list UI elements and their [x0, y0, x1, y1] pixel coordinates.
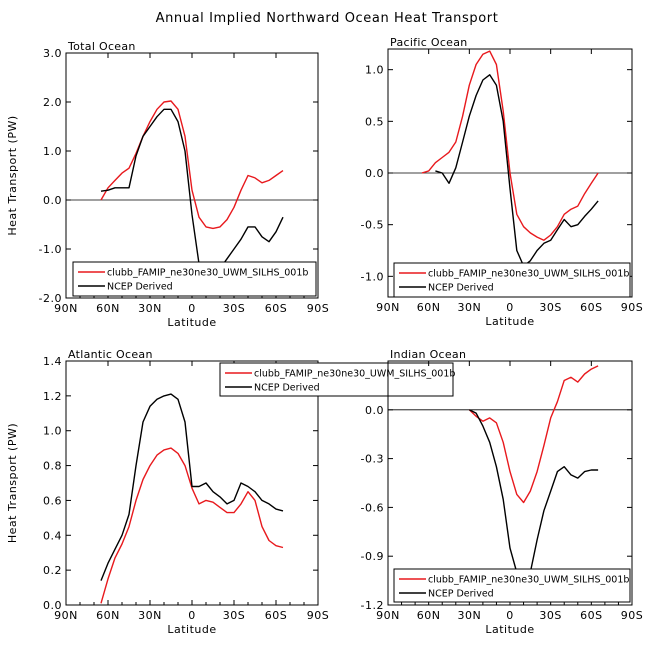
x-tick-label: 0	[188, 302, 196, 315]
panels: Total Ocean 90N 60N 30N 0 30S 60S 90S Latitude -2…	[6, 36, 643, 636]
legend-box	[72, 261, 317, 297]
y-tick-label: -0.9	[361, 550, 384, 563]
legend-label: NCEP Derived	[428, 589, 494, 600]
legend-label: clubb_FAMIP_ne30ne30_UWM_SILHS_001b	[254, 369, 455, 380]
figure-title: Annual Implied Northward Ocean Heat Tran…	[156, 11, 499, 26]
chart-panel-1: Total Ocean 90N 60N 30N 0 30S 60S 90S Latitude -2…	[6, 40, 329, 329]
x-tick-label: 30S	[539, 301, 561, 314]
y-tick-label: 0.8	[43, 460, 62, 473]
legend-label: NCEP Derived	[254, 383, 320, 394]
y-axis-label: Heat Transport (PW)	[6, 423, 19, 543]
y-tick-label: -0.5	[361, 219, 384, 232]
x-tick-label: 30S	[539, 609, 561, 622]
y-tick-label: 1.0	[365, 64, 384, 77]
panel-title: Pacific Ocean	[390, 36, 468, 49]
chart-panel-2: Pacific Ocean 90N 60N 30N 0 30S 60S 90S Latitude…	[361, 36, 643, 328]
y-tick-label: -0.6	[361, 501, 384, 514]
x-tick-label: 30N	[138, 609, 162, 622]
x-tick-label: 60S	[265, 609, 287, 622]
x-tick-label: 90S	[621, 609, 643, 622]
x-tick-label: 30S	[223, 302, 245, 315]
y-tick-label: -1.0	[361, 270, 384, 283]
x-tick-label: 30N	[457, 609, 481, 622]
y-tick-label: 0.0	[43, 599, 62, 612]
legend: clubb_FAMIP_ne30ne30_UWM_SILHS_001b NCEP …	[393, 262, 631, 298]
y-tick-label: 1.4	[43, 355, 62, 368]
x-axis-label: Latitude	[485, 623, 534, 636]
chart-panel-3: Atlantic Ocean 90N 60N 30N 0 30S 60S 90S Latitud…	[6, 348, 455, 636]
x-tick-label: 30N	[457, 301, 481, 314]
y-tick-label: -1.2	[361, 599, 384, 612]
x-axis-label: Latitude	[167, 623, 216, 636]
x-tick-label: 90S	[307, 302, 329, 315]
y-tick-label: 0.0	[43, 194, 62, 207]
series-line-model	[468, 365, 599, 504]
x-tick-label: 60N	[96, 609, 120, 622]
x-tick-label: 90S	[621, 301, 643, 314]
panel-title: Indian Ocean	[390, 348, 466, 361]
x-tick-label: 0	[506, 301, 514, 314]
y-tick-label: 0.2	[43, 564, 62, 577]
x-tick-label: 30S	[223, 609, 245, 622]
legend: clubb_FAMIP_ne30ne30_UWM_SILHS_001b NCEP …	[72, 261, 317, 297]
x-tick-label: 60S	[265, 302, 287, 315]
y-tick-label: -2.0	[39, 292, 62, 305]
legend-box	[219, 362, 454, 397]
x-tick-label: 90N	[376, 301, 400, 314]
x-tick-label: 60S	[580, 301, 602, 314]
y-axis-label: Heat Transport (PW)	[6, 115, 19, 235]
y-tick-label: 2.0	[43, 96, 62, 109]
y-tick-label: 0.6	[43, 494, 62, 507]
series-line-obs	[468, 409, 599, 582]
chart-panel-4: Indian Ocean 90N 60N 30N 0 30S 60S 90S Latitude -…	[361, 348, 643, 636]
x-tick-label: 90N	[54, 609, 78, 622]
series-line-obs	[100, 108, 284, 282]
series-line-obs	[100, 393, 284, 581]
y-tick-label: 0.0	[365, 167, 384, 180]
x-tick-label: 90N	[54, 302, 78, 315]
y-tick-label: 1.0	[43, 425, 62, 438]
legend-label: clubb_FAMIP_ne30ne30_UWM_SILHS_001b	[428, 575, 629, 586]
plot-frame	[65, 52, 319, 299]
legend-label: NCEP Derived	[428, 283, 494, 294]
series-line-model	[421, 50, 599, 241]
legend-label: clubb_FAMIP_ne30ne30_UWM_SILHS_001b	[428, 269, 629, 280]
y-tick-label: -0.3	[361, 453, 384, 466]
x-axis-label: Latitude	[485, 315, 534, 328]
x-tick-label: 60N	[417, 301, 441, 314]
x-tick-label: 90N	[376, 609, 400, 622]
y-tick-label: 1.2	[43, 390, 62, 403]
y-tick-label: -1.0	[39, 243, 62, 256]
plot-frame	[387, 360, 633, 606]
legend-label: NCEP Derived	[107, 282, 173, 293]
series-line-obs	[435, 74, 599, 267]
legend: clubb_FAMIP_ne30ne30_UWM_SILHS_001b NCEP …	[219, 362, 455, 397]
series-line-model	[100, 447, 284, 604]
panel-title: Atlantic Ocean	[68, 348, 153, 361]
panel-title: Total Ocean	[67, 40, 136, 53]
y-tick-label: 0.0	[365, 404, 384, 417]
x-tick-label: 60N	[417, 609, 441, 622]
legend-box	[393, 262, 631, 298]
legend-box	[393, 568, 631, 603]
y-tick-label: 0.4	[43, 529, 62, 542]
x-tick-label: 0	[188, 609, 196, 622]
series-line-model	[100, 100, 284, 230]
y-tick-label: 3.0	[43, 47, 62, 60]
x-tick-label: 90S	[307, 609, 329, 622]
x-tick-label: 60N	[96, 302, 120, 315]
legend: clubb_FAMIP_ne30ne30_UWM_SILHS_001b NCEP …	[393, 568, 631, 603]
x-tick-label: 0	[506, 609, 514, 622]
y-tick-label: 0.5	[365, 115, 384, 128]
y-tick-label: 1.0	[43, 145, 62, 158]
x-tick-label: 60S	[580, 609, 602, 622]
legend-label: clubb_FAMIP_ne30ne30_UWM_SILHS_001b	[107, 268, 308, 279]
x-axis-label: Latitude	[167, 316, 216, 329]
x-tick-label: 30N	[138, 302, 162, 315]
